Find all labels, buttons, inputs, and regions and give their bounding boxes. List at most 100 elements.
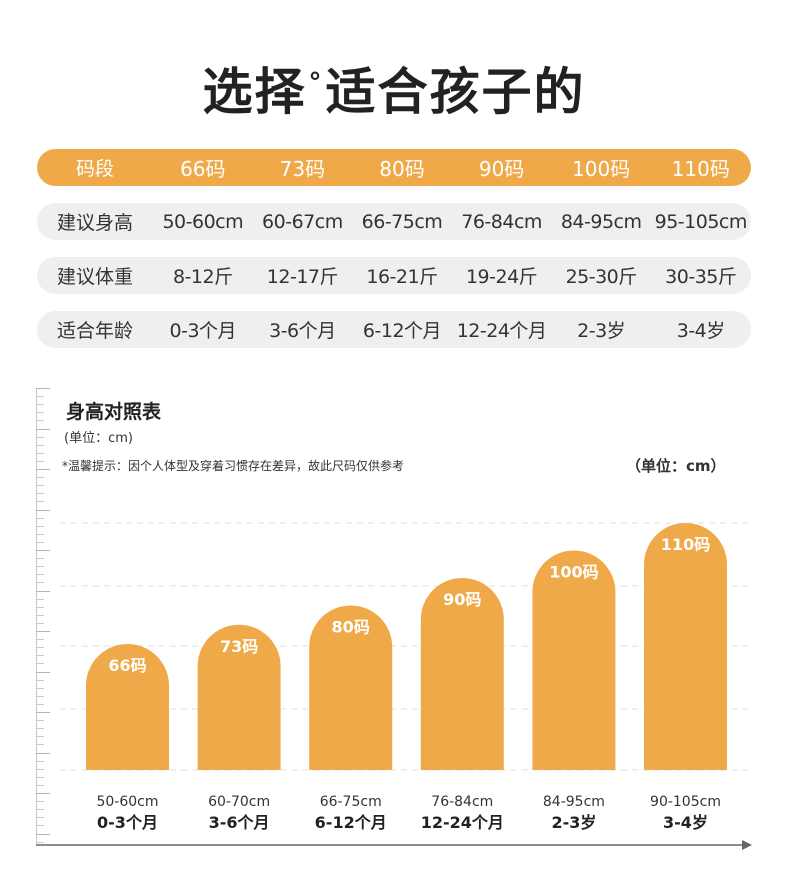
table-cell: 25-30斤 (565, 266, 638, 288)
unit-label: (单位：cm) (64, 431, 133, 446)
ruler-tick (36, 460, 44, 462)
ruler-tick (36, 744, 44, 746)
table-cell: 19-24斤 (465, 266, 538, 288)
title-text: 选择°适合孩子的 (202, 63, 586, 121)
ruler-tick (36, 793, 50, 794)
ruler-tick (36, 825, 44, 827)
table-cell: 3-4岁 (676, 320, 726, 342)
ruler-tick (36, 784, 44, 786)
header-cell: 100码 (572, 157, 631, 181)
x-tick-height: 66-75cm (320, 794, 382, 810)
ruler-tick (36, 420, 44, 422)
header-cell: 80码 (379, 157, 425, 181)
table-cell: 66-75cm (361, 210, 443, 233)
table-cell: 0-3个月 (169, 320, 237, 342)
ruler-tick (36, 752, 50, 754)
ruler-tick (36, 469, 50, 470)
table-cell: 8-12斤 (172, 266, 233, 288)
ruler-tick (36, 444, 44, 446)
table-cell: 3-6个月 (269, 320, 336, 342)
bar-80码 (309, 605, 393, 770)
ruler-tick (36, 606, 44, 608)
ruler-tick (36, 639, 44, 641)
ruler-spine (36, 388, 37, 844)
row-label: 适合年龄 (56, 320, 133, 342)
ruler-tick (36, 550, 50, 551)
table-cell: 16-21斤 (366, 266, 438, 288)
x-tick-age: 12-24个月 (421, 813, 504, 832)
ruler-tick (36, 833, 50, 835)
x-tick-age: 6-12个月 (315, 813, 387, 832)
bar-73码 (197, 624, 281, 770)
x-tick-age: 0-3个月 (97, 813, 158, 832)
ruler-tick (36, 776, 44, 778)
bar-label: 110码 (661, 535, 710, 554)
row-label: 建议身高 (56, 212, 133, 234)
bar-100码 (532, 550, 616, 770)
ruler-tick (36, 436, 44, 438)
x-axis-arrow-icon (742, 840, 752, 850)
row-label: 建议体重 (56, 266, 133, 288)
ruler-tick (36, 687, 44, 689)
table-cell: 60-67cm (262, 210, 343, 233)
ruler-tick (36, 525, 44, 527)
ruler-tick (36, 760, 44, 762)
table-cell: 76-84cm (461, 210, 542, 233)
ruler-tick (36, 477, 44, 479)
chart-title: 身高对照表 (66, 401, 162, 423)
ruler-tick (36, 631, 50, 632)
table-cell: 50-60cm (162, 210, 244, 233)
ruler-tick (36, 728, 44, 730)
ruler-tick (36, 809, 44, 811)
ruler-tick (36, 736, 44, 738)
table-cell: 6-12个月 (362, 320, 442, 342)
bar-label: 66码 (108, 656, 146, 675)
ruler-tick (36, 574, 44, 576)
table-cell: 12-24个月 (456, 320, 547, 342)
table-cell: 2-3岁 (577, 320, 626, 342)
ruler-tick (36, 663, 44, 665)
ruler-tick (36, 558, 44, 560)
ruler-tick (36, 428, 50, 430)
ruler-tick (36, 404, 44, 406)
title-mark: ° (308, 68, 324, 99)
ruler-tick (36, 493, 44, 495)
x-tick-age: 3-6个月 (209, 813, 270, 832)
ruler-tick (36, 501, 44, 503)
x-tick-height: 76-84cm (431, 794, 493, 810)
ruler-tick (36, 703, 44, 705)
tip-text: *温馨提示：因个人体型及穿着习惯存在差异，故此尺码仅供参考 (62, 459, 405, 473)
bar-label: 100码 (549, 563, 598, 582)
ruler-tick (36, 412, 44, 414)
ruler-tick (36, 622, 44, 624)
ruler-tick (36, 817, 44, 819)
table-row: 建议身高 50-60cm 60-67cm 66-75cm 76-84cm 84-… (37, 203, 751, 240)
x-tick-height: 90-105cm (650, 794, 721, 810)
ruler-tick (36, 655, 44, 657)
ruler-tick (36, 388, 50, 389)
header-cell: 73码 (279, 157, 326, 181)
ruler-tick (36, 720, 44, 722)
table-row: 建议体重 8-12斤 12-17斤 16-21斤 19-24斤 25-30斤 3… (37, 257, 751, 294)
table-cell: 30-35斤 (665, 266, 737, 288)
ruler-tick (36, 517, 44, 519)
table-row: 适合年龄 0-3个月 3-6个月 6-12个月 12-24个月 2-3岁 3-4… (37, 311, 751, 348)
ruler-tick (36, 396, 44, 398)
ruler-tick (36, 485, 44, 487)
ruler-tick (36, 768, 44, 770)
x-tick-age: 2-3岁 (551, 813, 596, 832)
bar-110码 (644, 523, 727, 770)
header-cell: 码段 (75, 158, 114, 180)
page-title: 选择°适合孩子的 (0, 52, 788, 124)
ruler-tick (36, 533, 44, 535)
table-cell: 84-95cm (560, 210, 642, 233)
ruler-tick (36, 679, 44, 681)
ruler-tick (36, 647, 44, 649)
ruler-tick (36, 671, 50, 673)
unit-label-right: （单位：cm） (626, 457, 726, 475)
ruler-tick (36, 841, 44, 843)
header-cell: 90码 (478, 157, 525, 181)
x-tick-height: 50-60cm (96, 794, 158, 810)
ruler-tick (36, 614, 44, 616)
